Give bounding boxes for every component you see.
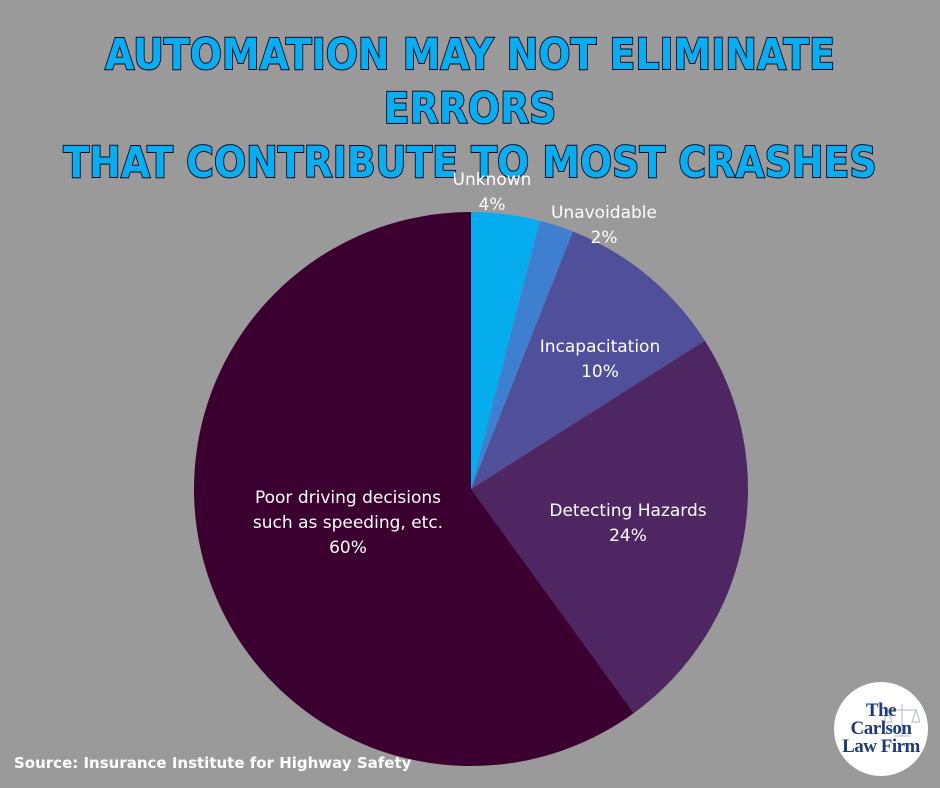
pie-slices — [193, 212, 749, 766]
chart-title-line-2: THAT CONTRIBUTE TO MOST CRASHES — [62, 137, 877, 189]
logo-text-line-1: The — [865, 700, 897, 721]
pie-category-label-poor-driving-decisions: such as speeding, etc. — [253, 513, 443, 533]
pie-category-label-detecting-hazards: Detecting Hazards — [549, 501, 706, 521]
pie-category-label-unavoidable: Unavoidable — [551, 203, 657, 223]
pie-category-label-poor-driving-decisions: Poor driving decisions — [255, 488, 441, 508]
pie-slice-incapacitation — [471, 231, 705, 490]
pie-value-label-incapacitation: 10% — [581, 362, 619, 382]
carlson-law-firm-logo: The Carlson Law Firm — [834, 682, 928, 776]
pie-slice-detecting-hazards — [471, 340, 749, 714]
logo-text-line-2: Carlson — [850, 718, 912, 739]
pie-category-label-incapacitation: Incapacitation — [540, 337, 660, 357]
pie-slice-unavoidable — [471, 220, 573, 490]
pie-value-label-poor-driving-decisions: 60% — [329, 538, 367, 558]
pie-category-label-unknown: Unknown — [453, 170, 532, 190]
pie-value-label-detecting-hazards: 24% — [609, 526, 647, 546]
logo-text-line-3: Law Firm — [842, 736, 920, 757]
chart-title-line-1: AUTOMATION MAY NOT ELIMINATE ERRORS — [104, 29, 836, 135]
pie-slice-poor-driving-decisions — [193, 212, 634, 766]
pie-value-label-unknown: 4% — [479, 195, 506, 215]
pie-value-label-unavoidable: 2% — [591, 228, 618, 248]
chart-title: AUTOMATION MAY NOT ELIMINATE ERRORS THAT… — [0, 28, 940, 190]
pie-labels: Unknown 4% Unavoidable 2% Incapacitation 10% D… — [253, 170, 707, 558]
pie-slice-unknown — [471, 212, 540, 489]
scales-of-justice-icon — [884, 704, 920, 737]
source-note: Source: Insurance Institute for Highway … — [14, 754, 412, 772]
